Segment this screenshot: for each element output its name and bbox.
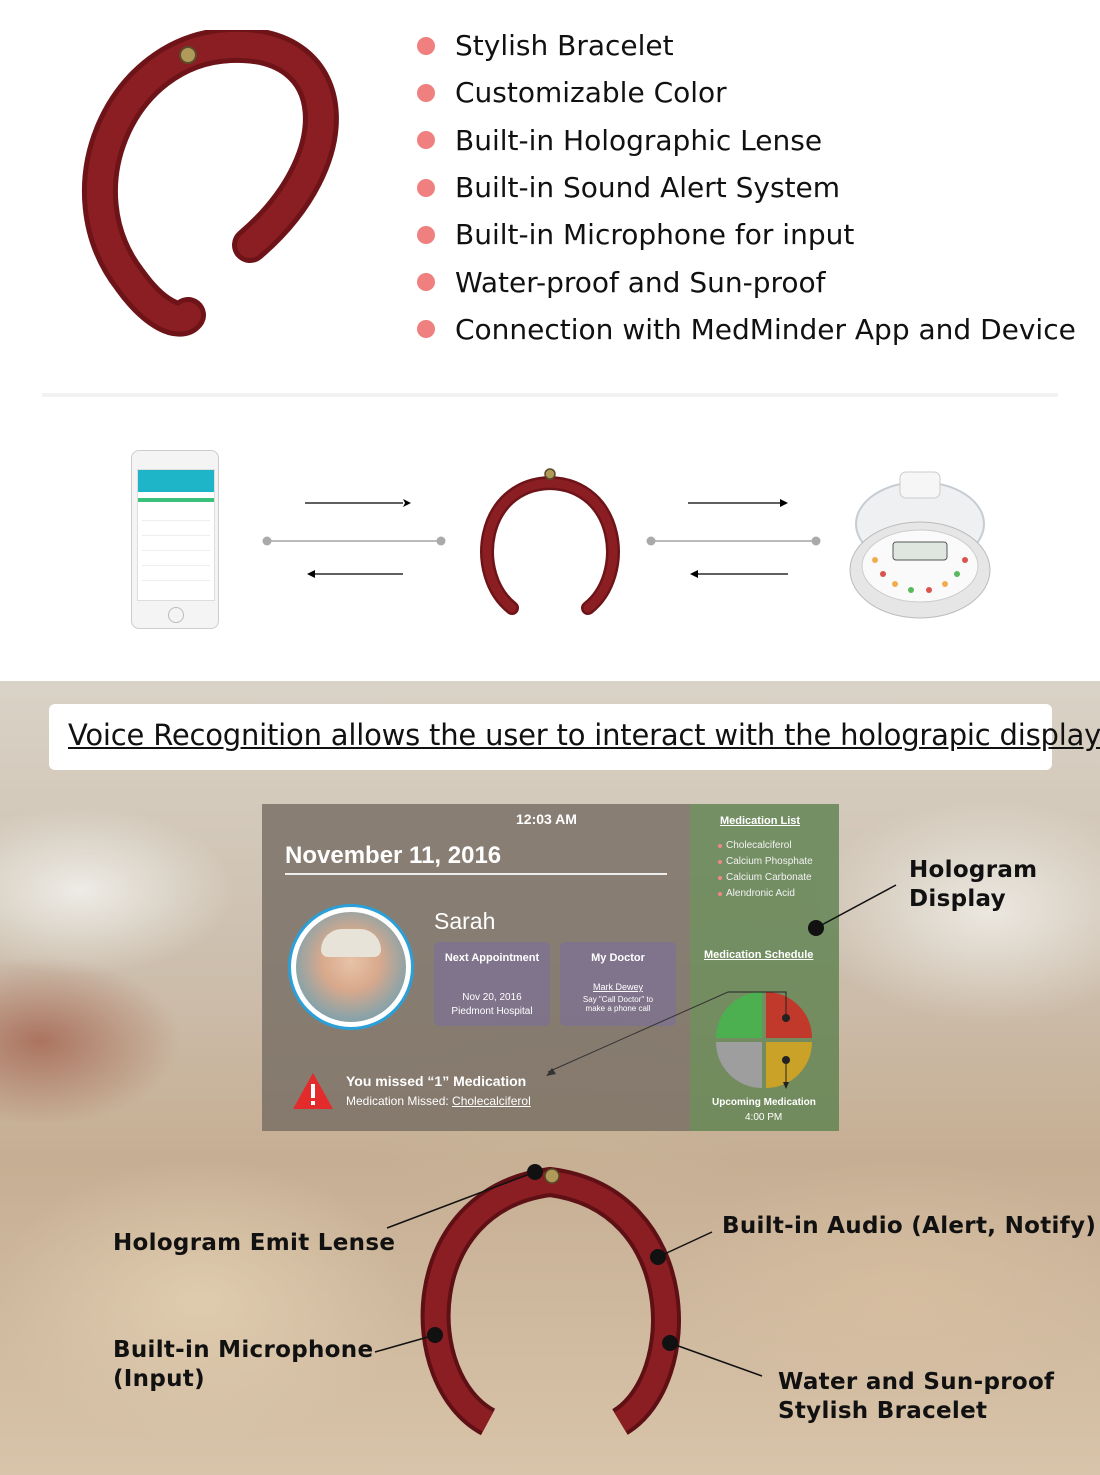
- connection-arrows-left: [262, 499, 446, 578]
- list-item: Calcium Phosphate: [718, 856, 813, 872]
- feature-item: Built-in Holographic Lense: [415, 117, 1076, 164]
- medication-list: Cholecalciferol Calcium Phosphate Calciu…: [718, 840, 813, 904]
- bracelet-product-image: [81, 30, 339, 337]
- bullet-icon: [417, 131, 435, 150]
- list-item: Alendronic Acid: [718, 888, 813, 904]
- bullet-icon: [417, 178, 435, 197]
- bullet-icon: [417, 83, 435, 102]
- current-date: November 11, 2016: [285, 842, 502, 869]
- missed-alert-detail: Medication Missed: Cholecalciferol: [346, 1094, 531, 1108]
- avatar: [288, 904, 414, 1030]
- feature-item: Stylish Bracelet: [415, 22, 1076, 69]
- feature-item: Built-in Sound Alert System: [415, 164, 1076, 211]
- hologram-side-panel: [690, 804, 839, 1131]
- medication-schedule-wheel[interactable]: [714, 990, 814, 1090]
- pill-dispenser-image: [849, 471, 991, 619]
- next-appointment-card[interactable]: Next Appointment Nov 20, 2016 Piedmont H…: [434, 942, 550, 1026]
- connection-arrows-right: [646, 499, 821, 578]
- user-name: Sarah: [434, 908, 496, 934]
- callout-water-proof: Water and Sun-proof Stylish Bracelet: [778, 1369, 1055, 1424]
- missed-alert-title: You missed “1” Medication: [346, 1073, 527, 1089]
- date-underline: [285, 873, 667, 875]
- list-item: Calcium Carbonate: [718, 872, 813, 888]
- phone-app-image: [131, 450, 219, 629]
- medication-schedule-title[interactable]: Medication Schedule: [704, 949, 814, 961]
- medication-list-title[interactable]: Medication List: [720, 815, 801, 827]
- missed-medication-link[interactable]: Cholecalciferol: [452, 1094, 531, 1108]
- callout-audio: Built-in Audio (Alert, Notify): [722, 1213, 1097, 1239]
- bracelet-diagram: [420, 1166, 681, 1436]
- feature-item: Customizable Color: [415, 69, 1076, 116]
- callout-microphone: Built-in Microphone (Input): [113, 1337, 374, 1392]
- warning-icon: [293, 1073, 333, 1109]
- section-divider: [42, 393, 1058, 397]
- missed-alert-prefix: Medication Missed:: [346, 1094, 453, 1108]
- bullet-icon: [417, 273, 435, 292]
- feature-list: Stylish Bracelet Customizable Color Buil…: [415, 22, 1076, 353]
- upcoming-medication-label: Upcoming Medication: [712, 1097, 816, 1108]
- doctor-hint-line1: Say "Call Doctor" to: [582, 995, 654, 1004]
- bullet-icon: [417, 36, 435, 55]
- clock-time: 12:03 AM: [516, 811, 577, 827]
- banner-text: Voice Recognition allows the user to int…: [68, 718, 1100, 752]
- voice-recognition-banner: Voice Recognition allows the user to int…: [49, 704, 1100, 770]
- my-doctor-title: My Doctor: [591, 952, 645, 964]
- bullet-icon: [417, 320, 435, 339]
- feature-item: Water-proof and Sun-proof: [415, 258, 1076, 305]
- next-appointment-date: Nov 20, 2016: [462, 992, 522, 1003]
- callout-hologram-display: Hologram Display: [909, 857, 1038, 912]
- bullet-icon: [417, 225, 435, 244]
- doctor-name-link[interactable]: Mark Dewey: [592, 982, 643, 992]
- my-doctor-card[interactable]: My Doctor Mark Dewey Say "Call Doctor" t…: [560, 942, 676, 1026]
- feature-item: Connection with MedMinder App and Device: [415, 306, 1076, 353]
- upcoming-medication-time: 4:00 PM: [745, 1112, 783, 1123]
- next-appointment-title: Next Appointment: [444, 952, 540, 964]
- feature-item: Built-in Microphone for input: [415, 211, 1076, 258]
- doctor-hint-line2: make a phone call: [585, 1004, 651, 1013]
- callout-emit-lense: Hologram Emit Lense: [113, 1230, 396, 1256]
- bracelet-small-image: [480, 468, 620, 615]
- next-appointment-place: Piedmont Hospital: [451, 1006, 533, 1017]
- list-item: Cholecalciferol: [718, 840, 813, 856]
